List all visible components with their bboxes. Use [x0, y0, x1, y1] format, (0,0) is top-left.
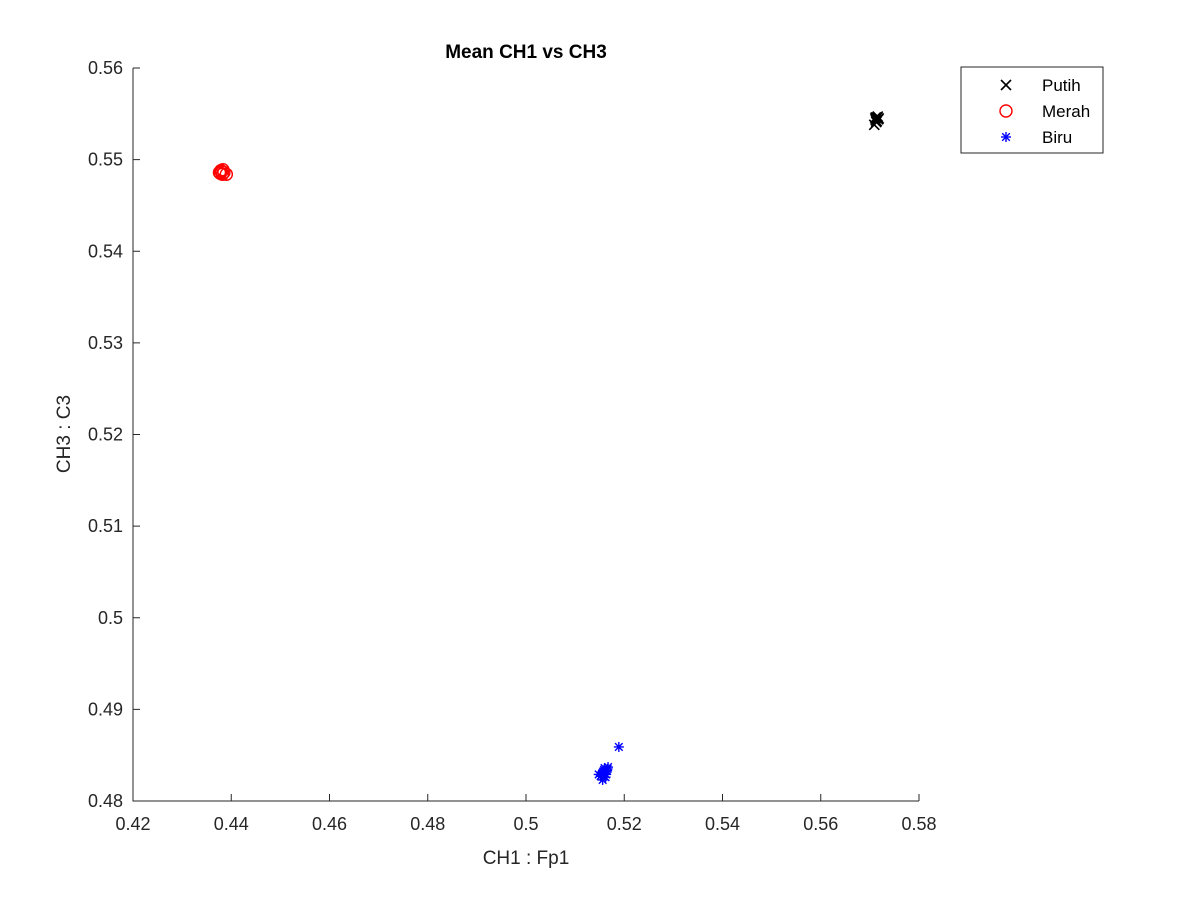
legend-marker-biru — [1001, 132, 1011, 142]
data-point-merah — [214, 163, 228, 178]
y-tick-label: 0.51 — [88, 516, 123, 536]
axis-ticks: 0.42 0.44 0.46 0.48 0.5 0.52 0.54 0.56 0.58 0.48 0… — [88, 58, 937, 834]
data-point-merah — [212, 165, 227, 180]
x-tick-label: 0.52 — [607, 814, 642, 834]
y-tick-label: 0.52 — [88, 425, 123, 445]
x-tick-label: 0.44 — [214, 814, 249, 834]
data-point-biru — [597, 768, 608, 779]
legend: Putih Merah Biru — [960, 66, 1104, 154]
data-point-merah — [217, 165, 231, 180]
data-point-putih — [870, 111, 882, 124]
series-putih — [868, 110, 885, 131]
x-tick-label: 0.56 — [803, 814, 838, 834]
y-tick-label: 0.56 — [88, 58, 123, 78]
x-tick-label: 0.54 — [705, 814, 740, 834]
legend-label-merah: Merah — [1042, 102, 1090, 121]
y-tick-label: 0.49 — [88, 699, 123, 719]
legend-box — [960, 66, 1104, 154]
y-tick-label: 0.53 — [88, 333, 123, 353]
series-merah — [212, 163, 234, 181]
x-tick-label: 0.5 — [513, 814, 538, 834]
y-tick-label: 0.55 — [88, 150, 123, 170]
legend-marker-merah — [999, 104, 1013, 118]
axes-background — [133, 68, 919, 801]
chart-title: Mean CH1 vs CH3 — [445, 42, 607, 63]
y-tick-label: 0.54 — [88, 241, 123, 261]
x-tick-label: 0.58 — [901, 814, 936, 834]
x-tick-label: 0.46 — [312, 814, 347, 834]
y-axis-label: CH3 : C3 — [54, 395, 75, 473]
y-tick-label: 0.5 — [98, 608, 123, 628]
series-biru — [593, 741, 624, 785]
legend-label-biru: Biru — [1042, 128, 1072, 147]
y-tick-label: 0.48 — [88, 791, 123, 811]
data-point-biru — [602, 763, 613, 774]
legend-marker-putih — [1000, 79, 1012, 91]
data-points — [212, 110, 885, 785]
x-axis-label: CH1 : Fp1 — [483, 848, 570, 869]
x-tick-label: 0.42 — [115, 814, 150, 834]
axes-frame — [132, 68, 919, 802]
legend-label-putih: Putih — [1042, 76, 1081, 95]
x-tick-label: 0.48 — [410, 814, 445, 834]
data-point-biru — [613, 741, 624, 752]
